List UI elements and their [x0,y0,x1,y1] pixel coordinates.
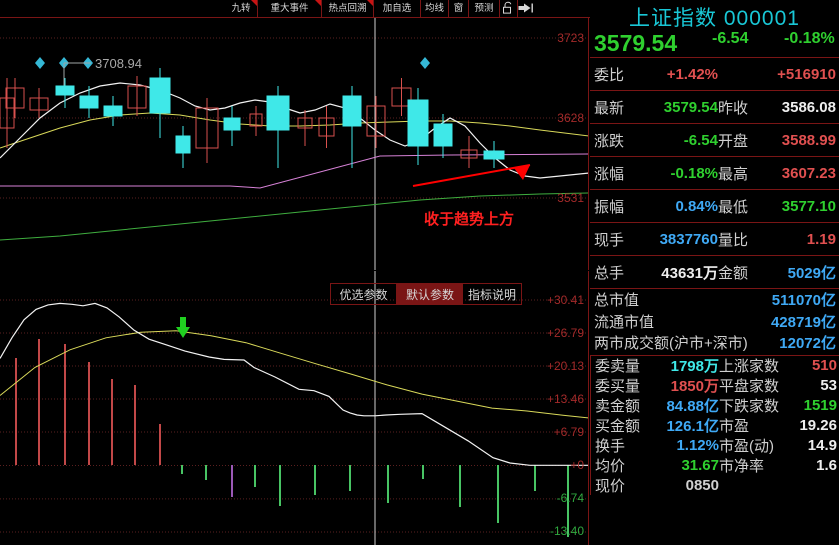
svg-text:3708.94: 3708.94 [95,56,142,71]
